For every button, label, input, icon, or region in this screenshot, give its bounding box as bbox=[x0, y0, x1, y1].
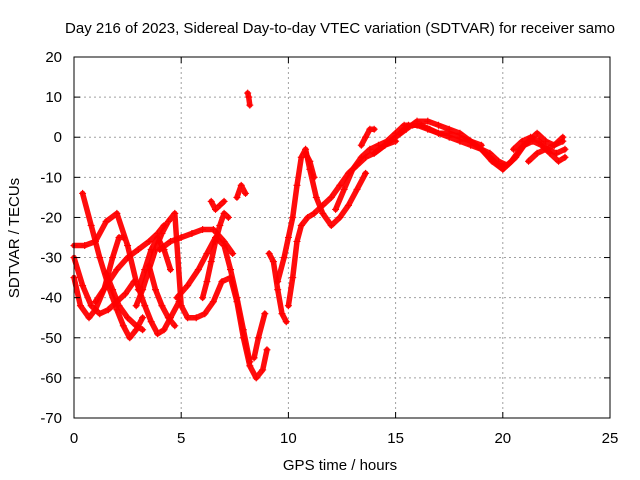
x-tick-label: 20 bbox=[494, 430, 511, 447]
data-trace bbox=[103, 270, 146, 333]
data-trace bbox=[208, 198, 227, 213]
data-series-trace-12 bbox=[199, 209, 232, 302]
data-series-trace-24 bbox=[396, 121, 485, 149]
y-axis-label: SDTVAR / TECUs bbox=[6, 178, 23, 298]
data-trace bbox=[302, 150, 317, 181]
data-trace bbox=[146, 262, 178, 329]
data-trace bbox=[358, 126, 377, 148]
x-tick-label: 5 bbox=[177, 430, 185, 447]
y-tick-label: 0 bbox=[54, 129, 62, 146]
data-trace bbox=[266, 250, 290, 325]
y-tick-label: -50 bbox=[40, 330, 62, 347]
data-series-trace-20 bbox=[302, 149, 318, 181]
data-series-trace-8 bbox=[134, 234, 174, 294]
y-tick-label: -60 bbox=[40, 370, 62, 387]
data-points bbox=[70, 89, 569, 382]
data-series-trace-17 bbox=[265, 250, 290, 326]
y-axis: 20 10 0 -10 -20 -30 -40 -50 -60 -70 bbox=[40, 49, 610, 427]
data-trace bbox=[174, 234, 253, 365]
x-axis: 0 5 10 15 20 25 bbox=[70, 57, 619, 447]
plot-frame bbox=[73, 56, 611, 419]
x-tick-label: 10 bbox=[280, 430, 297, 447]
data-trace bbox=[234, 182, 249, 201]
x-tick-label: 0 bbox=[70, 430, 78, 447]
data-trace bbox=[525, 138, 566, 165]
data-trace bbox=[251, 310, 268, 361]
data-trace bbox=[332, 122, 510, 213]
data-trace bbox=[244, 90, 253, 108]
data-series-trace-19 bbox=[284, 137, 400, 310]
data-series-trace-16 bbox=[250, 310, 269, 362]
data-trace bbox=[285, 138, 399, 309]
data-series-trace-11 bbox=[173, 234, 254, 366]
y-tick-label: -30 bbox=[40, 250, 62, 267]
data-series-trace-28 bbox=[525, 137, 567, 165]
x-axis-label: GPS time / hours bbox=[283, 457, 397, 474]
y-tick-label: -20 bbox=[40, 209, 62, 226]
grid bbox=[74, 57, 610, 418]
data-series-trace-9 bbox=[145, 262, 179, 330]
y-tick-label: -10 bbox=[40, 169, 62, 186]
data-series-trace-3 bbox=[79, 189, 147, 342]
y-tick-label: 10 bbox=[45, 89, 62, 106]
chart-title: Day 216 of 2023, Sidereal Day-to-day VTE… bbox=[65, 20, 615, 37]
data-trace bbox=[510, 134, 568, 157]
data-series-trace-15 bbox=[244, 89, 254, 109]
x-tick-label: 25 bbox=[602, 430, 619, 447]
data-series-trace-14 bbox=[233, 181, 250, 201]
data-trace bbox=[397, 122, 485, 148]
data-trace bbox=[157, 226, 236, 257]
data-trace bbox=[199, 210, 232, 301]
y-tick-label: -70 bbox=[40, 410, 62, 427]
data-series-trace-22 bbox=[357, 125, 378, 149]
data-series-trace-13 bbox=[207, 197, 228, 213]
x-tick-label: 15 bbox=[387, 430, 404, 447]
data-trace bbox=[135, 234, 174, 293]
data-trace bbox=[79, 190, 146, 341]
y-tick-label: 20 bbox=[45, 49, 62, 66]
data-series-trace-10 bbox=[156, 225, 237, 258]
data-series-trace-6 bbox=[102, 270, 147, 334]
y-tick-label: -40 bbox=[40, 290, 62, 307]
data-trace bbox=[71, 254, 137, 317]
